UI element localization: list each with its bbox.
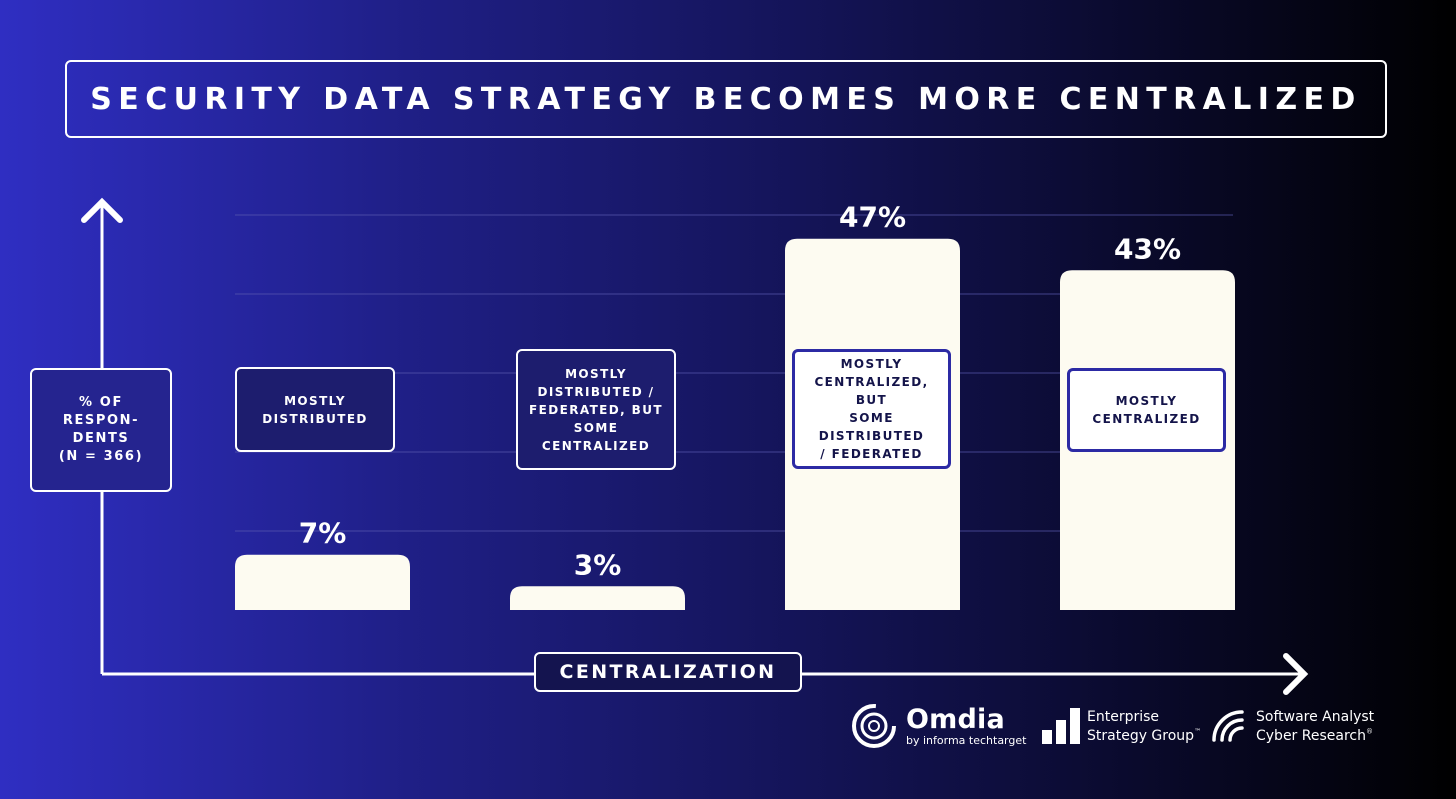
- category-label-text: MOSTLY CENTRALIZED, BUT SOME DISTRIBUTED…: [814, 357, 929, 461]
- x-axis-label-box: CENTRALIZATION: [534, 652, 802, 692]
- esg-name: Enterprise Strategy Group: [1087, 709, 1195, 744]
- bars-icon: [1042, 708, 1080, 744]
- title-box: SECURITY DATA STRATEGY BECOMES MORE CENT…: [65, 60, 1387, 138]
- software-analyst-logo: Software Analyst Cyber Research®: [1210, 706, 1374, 744]
- y-axis-label: % OF RESPON- DENTS (N = 366): [58, 395, 144, 464]
- category-label-text: MOSTLY CENTRALIZED: [1092, 394, 1201, 426]
- software-analyst-name: Software Analyst Cyber Research: [1256, 709, 1375, 744]
- omdia-tagline: by informa techtarget: [906, 733, 1027, 747]
- chart-title: SECURITY DATA STRATEGY BECOMES MORE CENT…: [90, 81, 1362, 117]
- sa-registered: ®: [1365, 727, 1373, 736]
- value-label-4: 43%: [1114, 232, 1181, 265]
- category-label-2: MOSTLY DISTRIBUTED / FEDERATED, BUT SOME…: [516, 349, 676, 470]
- omdia-name: Omdia: [906, 703, 1005, 735]
- esg-trademark: ™: [1194, 727, 1202, 736]
- value-label-2: 3%: [574, 548, 622, 581]
- x-axis-label: CENTRALIZATION: [559, 661, 777, 683]
- bar-2: [510, 586, 685, 610]
- esg-logo: Enterprise Strategy Group™: [1042, 706, 1201, 744]
- bar-1: [235, 554, 410, 610]
- omdia-ring-icon: [852, 704, 896, 748]
- category-label-4: MOSTLY CENTRALIZED: [1067, 368, 1226, 452]
- value-label-3: 47%: [839, 201, 906, 234]
- category-label-text: MOSTLY DISTRIBUTED / FEDERATED, BUT SOME…: [529, 366, 663, 453]
- signal-icon: [1212, 710, 1244, 742]
- omdia-logo: Omdia by informa techtarget: [850, 702, 1026, 750]
- category-label-3: MOSTLY CENTRALIZED, BUT SOME DISTRIBUTED…: [792, 349, 951, 469]
- category-label-text: MOSTLY DISTRIBUTED: [262, 393, 368, 426]
- value-label-1: 7%: [299, 517, 347, 550]
- y-axis-label-box: % OF RESPON- DENTS (N = 366): [30, 368, 172, 492]
- logo-strip: Omdia by informa techtarget Enterprise S…: [850, 698, 1410, 754]
- category-label-1: MOSTLY DISTRIBUTED: [235, 367, 395, 452]
- value-labels: 7% 3% 47% 43%: [299, 201, 1181, 582]
